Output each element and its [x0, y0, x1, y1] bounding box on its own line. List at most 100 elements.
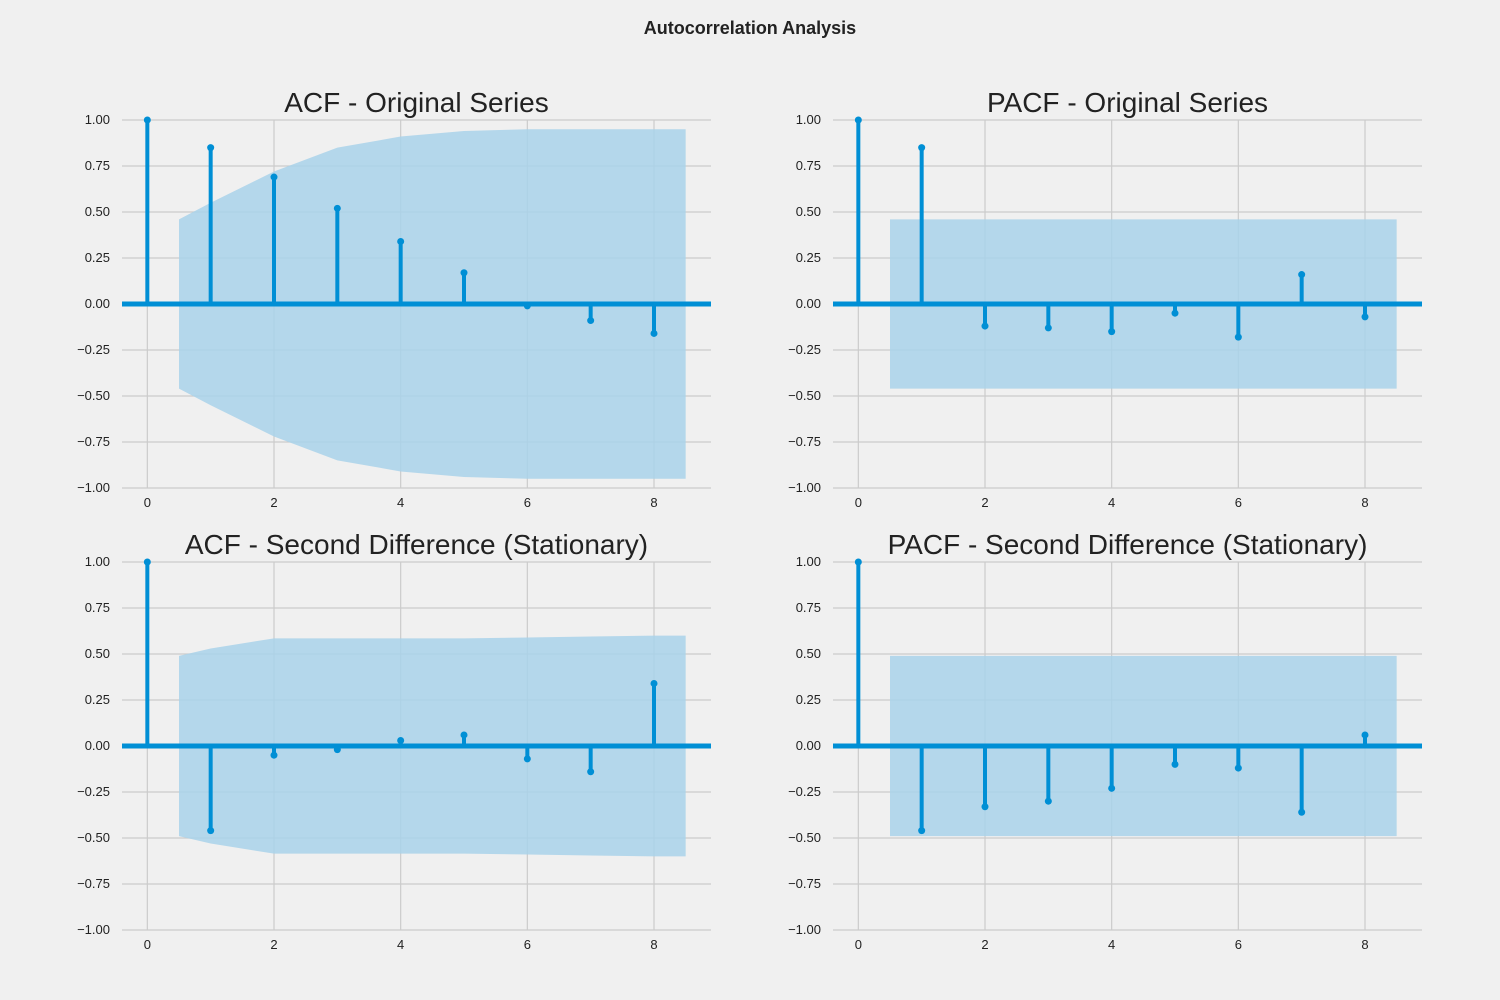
acf-diff2-marker-lag-5 — [460, 731, 468, 739]
acf-diff2-x-tick-label: 4 — [397, 937, 404, 952]
acf-diff2-x-tick-label: 6 — [524, 937, 531, 952]
pacf-original-marker-lag-6 — [1234, 333, 1242, 341]
pacf-diff2-x-tick-label: 8 — [1361, 937, 1368, 952]
acf-diff2-y-tick-label: 0.00 — [85, 738, 110, 753]
acf-diff2-y-tick-label: 0.50 — [85, 646, 110, 661]
pacf-original-y-tick-label: −1.00 — [788, 480, 821, 495]
acf-diff2-y-tick-label: −0.50 — [77, 830, 110, 845]
acf-diff2-marker-lag-4 — [397, 736, 405, 744]
pacf-diff2-marker-lag-7 — [1298, 808, 1306, 816]
pacf-diff2-marker-lag-6 — [1234, 764, 1242, 772]
pacf-original-y-tick-label: −0.50 — [788, 388, 821, 403]
acf-original-y-tick-label: 1.00 — [85, 112, 110, 127]
acf-original-panel: ACF - Original Series 1.00 0.75 0.50 0.25 0.0… — [77, 87, 711, 510]
acf-original-marker-lag-0 — [143, 116, 151, 124]
pacf-original-x-tick-label: 4 — [1108, 495, 1115, 510]
pacf-original-marker-lag-1 — [918, 144, 926, 152]
acf-original-marker-lag-6 — [523, 302, 531, 310]
pacf-diff2-y-tick-label: −1.00 — [788, 922, 821, 937]
pacf-original-marker-lag-4 — [1108, 328, 1116, 336]
pacf-original-marker-lag-0 — [854, 116, 862, 124]
pacf-original-x-tick-label: 2 — [981, 495, 988, 510]
pacf-diff2-marker-lag-5 — [1171, 760, 1179, 768]
acf-diff2-title: ACF - Second Difference (Stationary) — [185, 529, 648, 560]
acf-original-x-tick-label: 2 — [270, 495, 277, 510]
pacf-diff2-y-tick-label: −0.25 — [788, 784, 821, 799]
acf-diff2-marker-lag-0 — [143, 558, 151, 566]
acf-original-marker-lag-1 — [207, 144, 215, 152]
pacf-original-y-tick-label: 1.00 — [796, 112, 821, 127]
acf-original-y-tick-label: 0.25 — [85, 250, 110, 265]
acf-second-difference-panel: ACF - Second Difference (Stationary) 1.00… — [77, 529, 711, 952]
acf-diff2-y-tick-label: −0.75 — [77, 876, 110, 891]
acf-diff2-marker-lag-2 — [270, 751, 278, 759]
pacf-diff2-y-tick-label: −0.50 — [788, 830, 821, 845]
acf-original-title: ACF - Original Series — [284, 87, 549, 118]
acf-diff2-y-tick-label: 1.00 — [85, 554, 110, 569]
acf-original-y-tick-label: −0.75 — [77, 434, 110, 449]
acf-diff2-marker-lag-6 — [523, 755, 531, 763]
pacf-diff2-y-tick-label: 0.00 — [796, 738, 821, 753]
acf-original-y-tick-label: 0.50 — [85, 204, 110, 219]
acf-original-x-tick-label: 8 — [650, 495, 657, 510]
pacf-original-y-tick-label: 0.00 — [796, 296, 821, 311]
pacf-original-x-tick-label: 0 — [855, 495, 862, 510]
pacf-diff2-x-tick-label: 2 — [981, 937, 988, 952]
pacf-diff2-title: PACF - Second Difference (Stationary) — [888, 529, 1368, 560]
pacf-original-marker-lag-5 — [1171, 309, 1179, 317]
acf-original-marker-lag-2 — [270, 173, 278, 181]
pacf-diff2-x-tick-label: 0 — [855, 937, 862, 952]
acf-diff2-x-tick-label: 0 — [144, 937, 151, 952]
pacf-diff2-y-tick-label: 0.75 — [796, 600, 821, 615]
pacf-diff2-marker-lag-3 — [1044, 797, 1052, 805]
acf-original-y-tick-label: −1.00 — [77, 480, 110, 495]
acf-original-y-tick-label: 0.00 — [85, 296, 110, 311]
acf-original-marker-lag-7 — [587, 317, 595, 325]
pacf-diff2-y-tick-label: 0.25 — [796, 692, 821, 707]
pacf-original-marker-lag-2 — [981, 322, 989, 330]
acf-diff2-y-tick-label: 0.25 — [85, 692, 110, 707]
pacf-second-difference-panel: PACF - Second Difference (Stationary) 1.0… — [788, 529, 1422, 952]
acf-original-x-tick-label: 6 — [524, 495, 531, 510]
acf-diff2-x-tick-label: 8 — [650, 937, 657, 952]
acf-original-y-tick-label: 0.75 — [85, 158, 110, 173]
pacf-diff2-marker-lag-8 — [1361, 731, 1369, 739]
acf-diff2-marker-lag-8 — [650, 679, 658, 687]
pacf-original-x-tick-label: 8 — [1361, 495, 1368, 510]
pacf-original-marker-lag-3 — [1044, 324, 1052, 332]
acf-original-x-tick-label: 0 — [144, 495, 151, 510]
pacf-diff2-x-tick-label: 4 — [1108, 937, 1115, 952]
acf-original-y-tick-label: −0.25 — [77, 342, 110, 357]
pacf-diff2-y-tick-label: 1.00 — [796, 554, 821, 569]
acf-original-marker-lag-8 — [650, 329, 658, 337]
acf-original-marker-lag-4 — [397, 237, 405, 245]
acf-original-marker-lag-3 — [333, 204, 341, 212]
pacf-original-y-tick-label: 0.50 — [796, 204, 821, 219]
pacf-diff2-marker-lag-1 — [918, 827, 926, 835]
pacf-diff2-y-tick-label: 0.50 — [796, 646, 821, 661]
pacf-original-panel: PACF - Original Series 1.00 0.75 0.50 0.25 0.… — [788, 87, 1422, 510]
acf-diff2-x-tick-label: 2 — [270, 937, 277, 952]
pacf-original-y-tick-label: 0.25 — [796, 250, 821, 265]
pacf-original-y-tick-label: 0.75 — [796, 158, 821, 173]
pacf-diff2-y-tick-label: −0.75 — [788, 876, 821, 891]
pacf-diff2-marker-lag-0 — [854, 558, 862, 566]
pacf-original-marker-lag-8 — [1361, 313, 1369, 321]
pacf-diff2-x-tick-label: 6 — [1235, 937, 1242, 952]
figure-title: Autocorrelation Analysis — [644, 18, 856, 38]
acf-diff2-y-tick-label: −0.25 — [77, 784, 110, 799]
acf-diff2-marker-lag-7 — [587, 768, 595, 776]
pacf-original-y-tick-label: −0.75 — [788, 434, 821, 449]
pacf-original-x-tick-label: 6 — [1235, 495, 1242, 510]
pacf-original-marker-lag-7 — [1298, 271, 1306, 279]
acf-original-y-tick-label: −0.50 — [77, 388, 110, 403]
acf-original-x-tick-label: 4 — [397, 495, 404, 510]
acf-diff2-y-tick-label: −1.00 — [77, 922, 110, 937]
pacf-original-title: PACF - Original Series — [987, 87, 1268, 118]
acf-original-marker-lag-5 — [460, 269, 468, 277]
acf-diff2-marker-lag-1 — [207, 827, 215, 835]
pacf-original-y-tick-label: −0.25 — [788, 342, 821, 357]
pacf-diff2-marker-lag-4 — [1108, 784, 1116, 792]
